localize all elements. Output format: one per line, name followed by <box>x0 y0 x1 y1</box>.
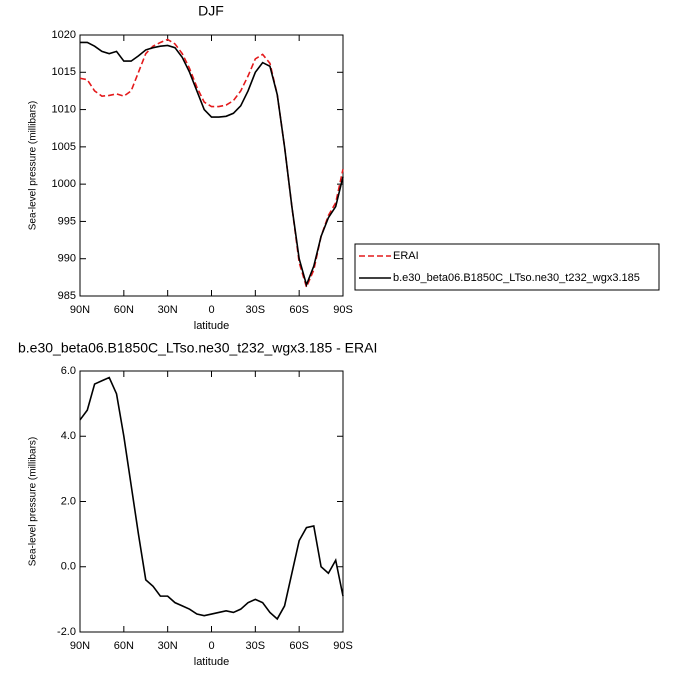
y-tick-label: 1000 <box>52 178 76 190</box>
x-tick-label: 30S <box>246 304 266 316</box>
y-axis-label: Sea-level pressure (millibars) <box>28 101 39 230</box>
x-tick-label: 90N <box>70 304 90 316</box>
x-tick-label: 90S <box>333 640 353 652</box>
x-tick-label: 60N <box>114 304 134 316</box>
x-tick-label: 0 <box>208 304 214 316</box>
y-tick-label: 990 <box>58 253 76 265</box>
plot-frame <box>79 34 344 297</box>
x-tick-label: 60S <box>289 640 309 652</box>
series-line <box>79 376 344 621</box>
x-tick-label: 90S <box>333 304 353 316</box>
legend-label: b.e30_beta06.B1850C_LTso.ne30_t232_wgx3.… <box>393 272 640 284</box>
chart-title: DJF <box>198 3 224 19</box>
y-tick-label: 6.0 <box>61 365 76 377</box>
y-tick-label: 1015 <box>52 66 76 78</box>
y-tick-label: -2.0 <box>57 626 76 638</box>
x-axis-label: latitude <box>194 656 229 668</box>
x-tick-label: 30N <box>158 304 178 316</box>
y-tick-label: 0.0 <box>61 561 76 573</box>
y-axis-label: Sea-level pressure (millibars) <box>28 437 39 566</box>
y-tick-label: 1010 <box>52 103 76 115</box>
x-tick-label: 0 <box>208 640 214 652</box>
y-tick-label: 995 <box>58 215 76 227</box>
x-tick-label: 90N <box>70 640 90 652</box>
y-tick-label: 4.0 <box>61 430 76 442</box>
y-tick-label: 1020 <box>52 29 76 41</box>
legend-box <box>354 243 660 291</box>
x-axis-label: latitude <box>194 320 229 332</box>
chart-title: b.e30_beta06.B1850C_LTso.ne30_t232_wgx3.… <box>18 340 377 356</box>
y-tick-label: 2.0 <box>61 495 76 507</box>
legend-label: ERAI <box>393 250 419 262</box>
x-tick-label: 30N <box>158 640 178 652</box>
x-tick-label: 30S <box>246 640 266 652</box>
series-line <box>79 38 344 290</box>
series-line <box>80 41 344 288</box>
x-tick-label: 60N <box>114 640 134 652</box>
y-tick-label: 985 <box>58 290 76 302</box>
y-tick-label: 1005 <box>52 141 76 153</box>
x-tick-label: 60S <box>289 304 309 316</box>
